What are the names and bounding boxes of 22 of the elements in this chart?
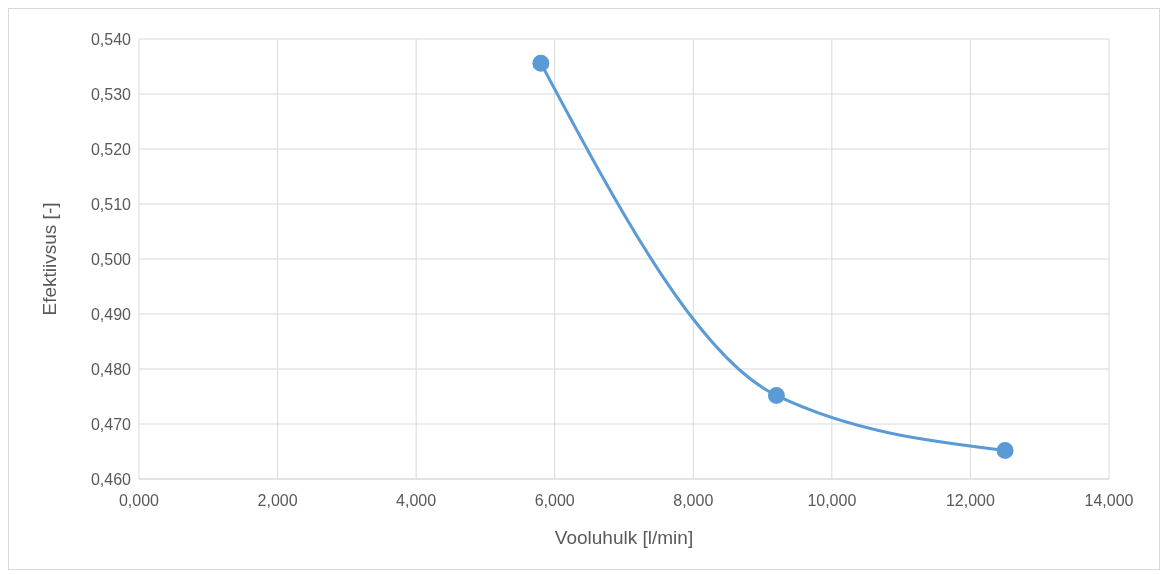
y-tick-label: 0,510	[90, 195, 132, 213]
y-tick-label: 0,530	[90, 85, 132, 103]
x-tick-label: 2,000	[257, 492, 298, 510]
y-tick-label: 0,520	[90, 140, 132, 158]
y-tick-label: 0,480	[90, 360, 132, 378]
y-tick-label: 0,460	[90, 470, 132, 488]
y-tick-label: 0,490	[90, 305, 132, 323]
y-axis-title: Efektiivsus [-]	[38, 202, 60, 316]
x-tick-label: 0,000	[118, 492, 160, 510]
x-tick-label: 6,000	[534, 492, 575, 510]
x-tick-label: 4,000	[396, 492, 437, 510]
x-axis-title: Vooluhulk [l/min]	[554, 527, 694, 548]
y-tick-label: 0,540	[90, 30, 132, 48]
y-tick-label: 0,470	[90, 415, 132, 433]
x-tick-label: 12,000	[945, 492, 995, 510]
x-tick-label: 8,000	[673, 492, 714, 510]
point	[767, 386, 785, 404]
x-tick-label: 10,000	[807, 492, 857, 510]
point	[996, 441, 1014, 459]
x-tick-label: 14,000	[1084, 492, 1134, 510]
y-tick-label: 0,500	[90, 250, 132, 268]
point	[532, 54, 550, 72]
